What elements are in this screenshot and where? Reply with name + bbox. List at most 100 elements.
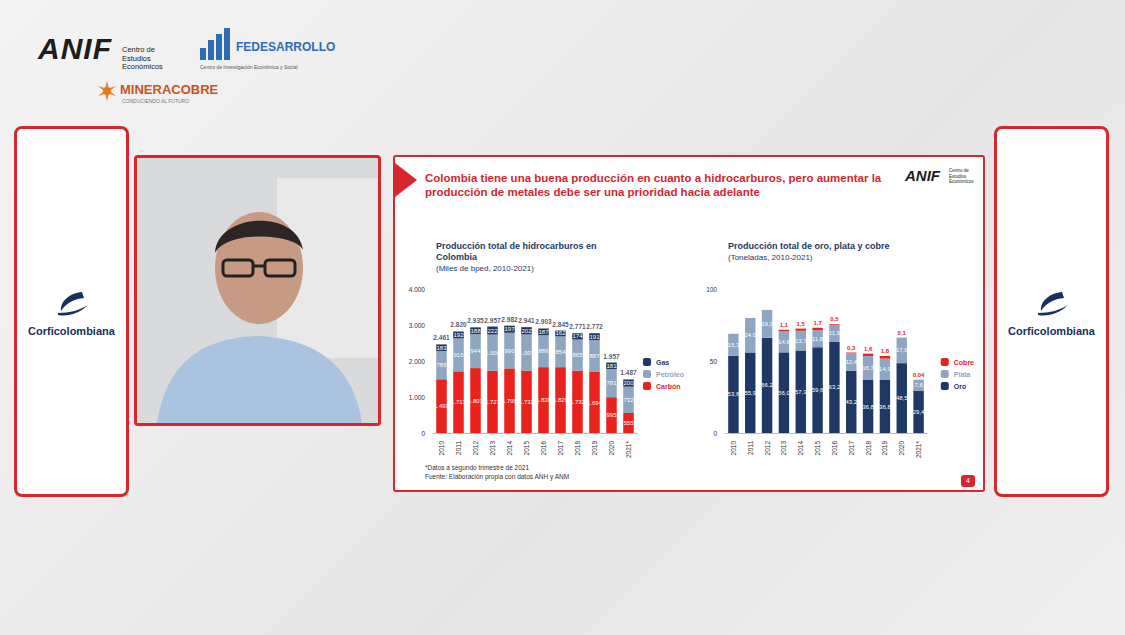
svg-text:222: 222 — [487, 328, 498, 334]
svg-text:1.803: 1.803 — [468, 398, 484, 404]
svg-text:(Toneladas, 2010-2021): (Toneladas, 2010-2021) — [728, 253, 813, 262]
svg-text:Cobre: Cobre — [954, 359, 974, 366]
svg-text:732: 732 — [623, 397, 634, 403]
svg-text:1.829: 1.829 — [553, 397, 569, 403]
svg-text:1.732: 1.732 — [519, 399, 535, 405]
svg-text:781: 781 — [606, 380, 617, 386]
svg-text:43,2: 43,2 — [845, 399, 857, 405]
svg-text:2012: 2012 — [764, 441, 771, 456]
svg-text:55,9: 55,9 — [744, 390, 756, 396]
svg-text:19,3: 19,3 — [761, 321, 773, 327]
svg-text:1,7: 1,7 — [813, 320, 822, 326]
svg-text:2.461: 2.461 — [433, 334, 450, 341]
svg-text:2.000: 2.000 — [409, 358, 426, 365]
svg-text:2014: 2014 — [506, 441, 513, 456]
svg-text:1.732: 1.732 — [570, 399, 586, 405]
svg-text:Petróleo: Petróleo — [656, 371, 684, 378]
svg-text:188: 188 — [470, 328, 481, 334]
svg-text:2.935: 2.935 — [467, 317, 484, 324]
svg-text:7,6: 7,6 — [914, 382, 923, 388]
svg-text:(Miles de bped, 2010-2021): (Miles de bped, 2010-2021) — [436, 264, 534, 273]
svg-text:1.957: 1.957 — [603, 353, 620, 360]
svg-text:1.694: 1.694 — [587, 400, 603, 406]
svg-text:915: 915 — [453, 352, 464, 358]
svg-text:2015: 2015 — [523, 441, 530, 456]
svg-text:57,3: 57,3 — [795, 389, 807, 395]
svg-text:1.487: 1.487 — [620, 369, 637, 376]
svg-text:Carbón: Carbón — [656, 383, 681, 390]
svg-text:887: 887 — [589, 353, 600, 359]
svg-text:16,7: 16,7 — [862, 365, 874, 371]
svg-text:2.941: 2.941 — [518, 317, 535, 324]
svg-text:886: 886 — [538, 348, 549, 354]
svg-text:197: 197 — [504, 326, 515, 332]
svg-text:191: 191 — [589, 334, 600, 340]
svg-text:13,7: 13,7 — [795, 338, 807, 344]
svg-text:2010: 2010 — [438, 441, 445, 456]
svg-text:Plata: Plata — [954, 371, 971, 378]
svg-text:2018: 2018 — [865, 441, 872, 456]
svg-text:11,9: 11,9 — [829, 330, 841, 336]
svg-text:865: 865 — [572, 352, 583, 358]
svg-text:2017: 2017 — [557, 441, 564, 456]
svg-text:56,0: 56,0 — [778, 390, 790, 396]
svg-text:2020: 2020 — [608, 441, 615, 456]
svg-text:2013: 2013 — [489, 441, 496, 456]
svg-text:555: 555 — [623, 420, 634, 426]
svg-text:2.982: 2.982 — [501, 316, 518, 323]
svg-text:14,9: 14,9 — [879, 366, 891, 372]
svg-text:162: 162 — [555, 330, 566, 336]
svg-text:0,3: 0,3 — [847, 345, 856, 351]
svg-text:0,1: 0,1 — [898, 330, 907, 336]
svg-text:1,1: 1,1 — [780, 322, 789, 328]
svg-text:Colombia: Colombia — [436, 252, 478, 262]
svg-text:2011: 2011 — [747, 441, 754, 455]
svg-text:1.727: 1.727 — [485, 399, 501, 405]
svg-text:0,5: 0,5 — [830, 316, 839, 322]
svg-text:3.000: 3.000 — [409, 322, 426, 329]
svg-text:2018: 2018 — [574, 441, 581, 456]
svg-text:63,2: 63,2 — [829, 384, 841, 390]
svg-text:14,6: 14,6 — [778, 339, 790, 345]
svg-text:36,8: 36,8 — [879, 404, 891, 410]
svg-text:2014: 2014 — [797, 441, 804, 456]
svg-text:0: 0 — [421, 430, 425, 437]
svg-text:2.820: 2.820 — [450, 321, 467, 328]
svg-text:2.772: 2.772 — [586, 323, 603, 330]
svg-text:36,8: 36,8 — [862, 404, 874, 410]
svg-text:2.903: 2.903 — [535, 318, 552, 325]
svg-text:2011: 2011 — [455, 441, 462, 455]
svg-text:11,8: 11,8 — [812, 336, 824, 342]
svg-text:2017: 2017 — [848, 441, 855, 456]
svg-text:50: 50 — [710, 358, 718, 365]
svg-text:174: 174 — [572, 333, 583, 339]
svg-text:0,04: 0,04 — [913, 372, 925, 378]
svg-text:2015: 2015 — [814, 441, 821, 456]
svg-text:Oro: Oro — [954, 383, 966, 390]
svg-text:2.845: 2.845 — [552, 321, 569, 328]
svg-text:990: 990 — [504, 348, 515, 354]
svg-text:1.008: 1.008 — [485, 350, 501, 356]
svg-text:Producción total de hidrocarbu: Producción total de hidrocarburos en — [436, 241, 599, 251]
svg-text:Gas: Gas — [656, 359, 669, 366]
svg-text:2.957: 2.957 — [484, 317, 501, 324]
svg-text:2013: 2013 — [780, 441, 787, 456]
svg-text:0: 0 — [713, 430, 717, 437]
svg-text:192: 192 — [453, 332, 464, 338]
svg-text:785: 785 — [436, 362, 447, 368]
svg-text:187: 187 — [538, 329, 549, 335]
svg-text:944: 944 — [470, 348, 481, 354]
svg-text:1.007: 1.007 — [519, 350, 535, 356]
svg-text:15,3: 15,3 — [728, 342, 740, 348]
svg-text:1.713: 1.713 — [451, 399, 467, 405]
svg-text:4.000: 4.000 — [409, 286, 426, 293]
svg-text:1.493: 1.493 — [434, 403, 450, 409]
svg-text:2019: 2019 — [591, 441, 598, 456]
svg-text:Producción total de oro, plata: Producción total de oro, plata y cobre — [728, 241, 890, 251]
svg-text:2016: 2016 — [831, 441, 838, 456]
svg-text:2019: 2019 — [881, 441, 888, 456]
svg-text:2016: 2016 — [540, 441, 547, 456]
svg-text:53,6: 53,6 — [728, 391, 740, 397]
svg-text:2021*: 2021* — [625, 441, 632, 458]
svg-text:1.795: 1.795 — [502, 398, 518, 404]
